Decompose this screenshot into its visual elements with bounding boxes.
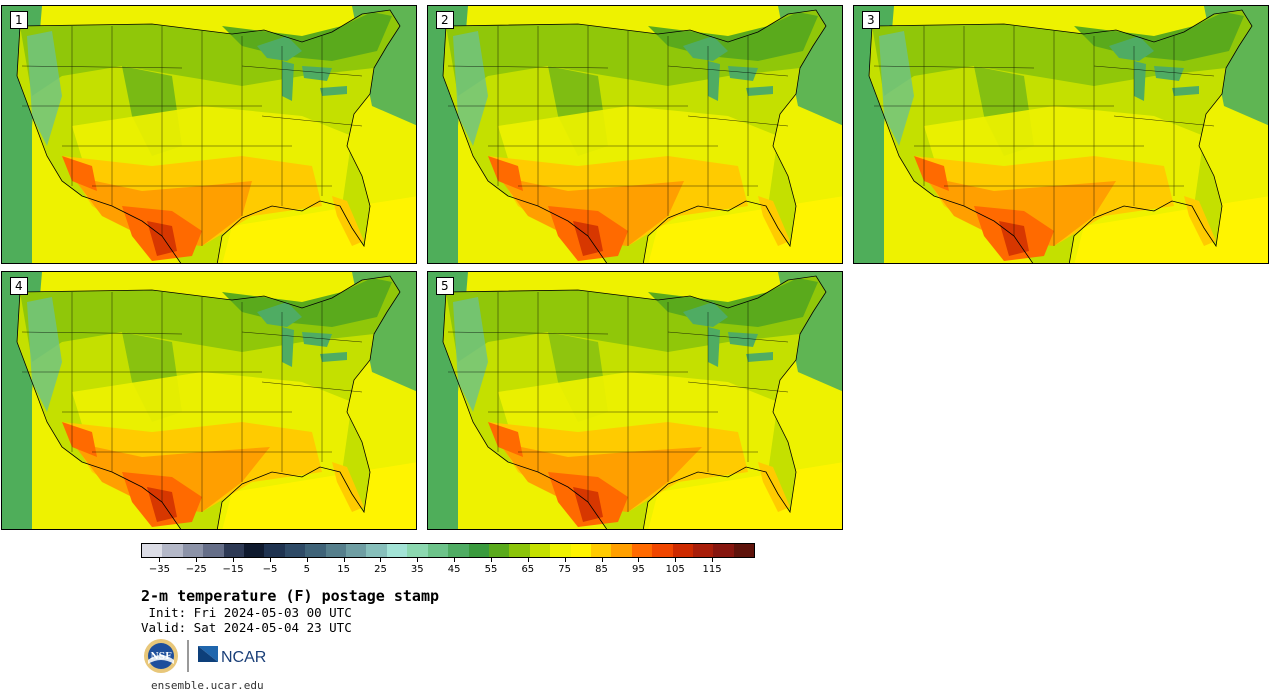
- colorbar-segment: [713, 544, 734, 557]
- colorbar-tick: [601, 558, 603, 562]
- colorbar-segment: [325, 544, 347, 557]
- colorbar-segment: [223, 544, 245, 557]
- colorbar-tick: [675, 558, 677, 562]
- colorbar-tick-label: −5: [262, 564, 278, 575]
- colorbar-segment: [672, 544, 693, 557]
- colorbar-tick-label: −35: [148, 564, 170, 575]
- figure-title: 2-m temperature (F) postage stamp: [141, 587, 440, 605]
- colorbar-tick: [490, 558, 492, 562]
- colorbar-segment: [468, 544, 489, 557]
- colorbar-tick: [343, 558, 345, 562]
- colorbar-tick-label: −15: [222, 564, 244, 575]
- valid-time: Valid: Sat 2024-05-04 23 UTC: [141, 620, 352, 635]
- member-label: 3: [862, 11, 880, 29]
- colorbar-segment: [448, 544, 469, 557]
- colorbar-segment: [346, 544, 367, 557]
- colorbar-tick-label: 25: [374, 564, 387, 575]
- colorbar-tick-label: 105: [665, 564, 685, 575]
- colorbar-tick-label: 95: [631, 564, 645, 575]
- colorbar-tick-label: 115: [702, 564, 722, 575]
- colorbar-segment: [407, 544, 428, 557]
- nsf-logo-icon: NSF: [144, 639, 178, 673]
- colorbar-tick-label: 45: [447, 564, 461, 575]
- colorbar-segment: [386, 544, 408, 557]
- colorbar-segment: [162, 544, 183, 557]
- colorbar-tick: [564, 558, 566, 562]
- member-label: 5: [436, 277, 454, 295]
- colorbar-tick: [527, 558, 529, 562]
- colorbar-segment: [488, 544, 510, 557]
- colorbar-segment: [570, 544, 591, 557]
- ensemble-member-4-map: 4: [1, 271, 417, 530]
- colorbar-segment: [284, 544, 306, 557]
- svg-text:NSF: NSF: [150, 652, 172, 662]
- colorbar-segment: [733, 544, 755, 557]
- colorbar-tick-label: 15: [337, 564, 350, 575]
- ensemble-member-3-map: 3: [853, 5, 1269, 264]
- init-time: Init: Fri 2024-05-03 00 UTC: [141, 605, 352, 620]
- colorbar-segment: [652, 544, 673, 557]
- logos: NSF NCAR: [143, 638, 278, 676]
- member-label: 2: [436, 11, 454, 29]
- colorbar-tick: [196, 558, 198, 562]
- colorbar-tick: [306, 558, 308, 562]
- colorbar-tick-label: 55: [484, 564, 498, 575]
- svg-text:NCAR: NCAR: [221, 649, 266, 666]
- temperature-colorbar: [141, 543, 755, 558]
- ensemble-member-2-map: 2: [427, 5, 843, 264]
- temperature-field-map: [854, 6, 1268, 263]
- ensemble-member-5-map: 5: [427, 271, 843, 530]
- colorbar-segment: [427, 544, 449, 557]
- colorbar-segment: [550, 544, 571, 557]
- colorbar-tick-label: −25: [185, 564, 207, 575]
- colorbar-tick: [638, 558, 640, 562]
- colorbar-tick-label: 85: [595, 564, 608, 575]
- colorbar-segment: [692, 544, 714, 557]
- website-link[interactable]: ensemble.ucar.edu: [151, 679, 264, 692]
- colorbar-tick: [159, 558, 161, 562]
- colorbar-segment: [305, 544, 326, 557]
- colorbar-segment: [590, 544, 612, 557]
- colorbar-segment: [366, 544, 387, 557]
- ensemble-member-1-map: 1: [1, 5, 417, 264]
- ncar-logo-icon: NCAR: [198, 646, 266, 666]
- colorbar-segment: [529, 544, 551, 557]
- colorbar-segment: [142, 544, 163, 557]
- colorbar-segment: [264, 544, 285, 557]
- colorbar-tick-label: 75: [558, 564, 572, 575]
- member-label: 1: [10, 11, 28, 29]
- colorbar-tick: [712, 558, 714, 562]
- colorbar-segment: [203, 544, 224, 557]
- temperature-field-map: [428, 6, 842, 263]
- colorbar-tick: [233, 558, 235, 562]
- colorbar-tick: [454, 558, 456, 562]
- colorbar-segment: [631, 544, 653, 557]
- colorbar-segment: [509, 544, 530, 557]
- temperature-field-map: [428, 272, 842, 529]
- colorbar-tick: [380, 558, 382, 562]
- colorbar-segment: [611, 544, 632, 557]
- colorbar-tick: [417, 558, 419, 562]
- colorbar-segment: [182, 544, 204, 557]
- temperature-field-map: [2, 272, 416, 529]
- colorbar-tick-label: 35: [410, 564, 424, 575]
- colorbar-segment: [244, 544, 265, 557]
- colorbar-ticks: −35 −25 −15 −5 5 15 25 35 45 55 65 75 85 95 105 115: [141, 558, 755, 578]
- colorbar-tick-label: 65: [521, 564, 535, 575]
- member-label: 4: [10, 277, 28, 295]
- temperature-field-map: [2, 6, 416, 263]
- colorbar-tick: [269, 558, 271, 562]
- colorbar-tick-label: 5: [303, 564, 310, 575]
